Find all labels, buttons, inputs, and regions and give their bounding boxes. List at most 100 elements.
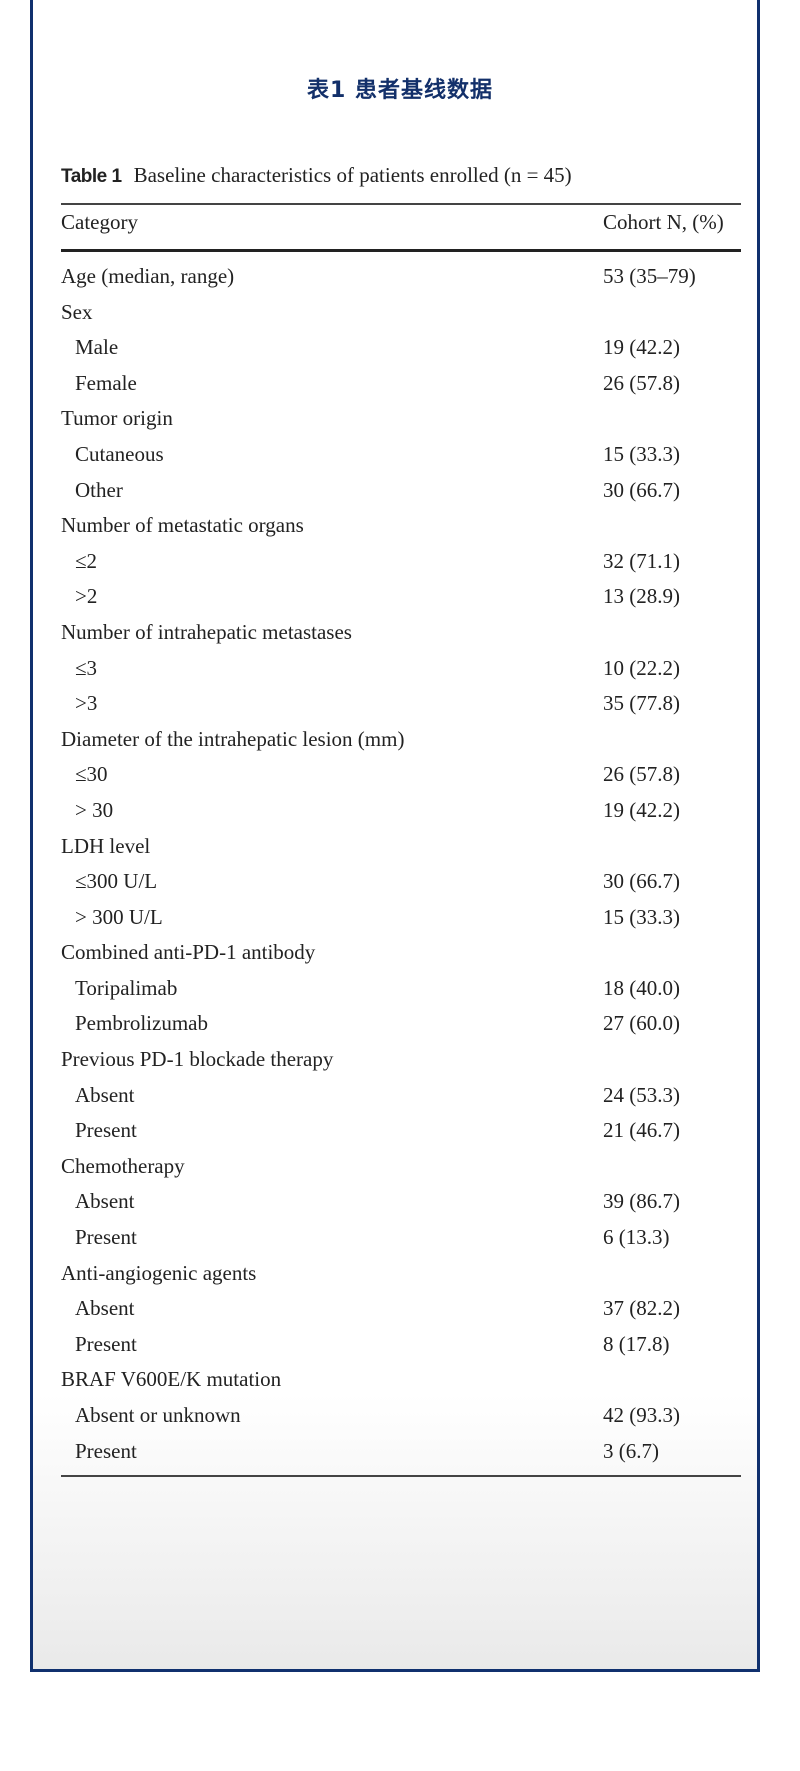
row-value: 26 (57.8) <box>603 370 680 395</box>
row-value: 24 (53.3) <box>603 1082 680 1107</box>
table-row: Absent 39 (86.7) <box>61 1186 741 1222</box>
row-value: 53 (35–79) <box>603 264 696 288</box>
row-value: 37 (82.2) <box>603 1296 680 1321</box>
table-row: > 30 19 (42.2) <box>61 795 741 831</box>
table-row: Age (median, range) 53 (35–79) <box>61 261 741 297</box>
row-category: Absent <box>75 1082 135 1107</box>
table-row: Absent or unknown 42 (93.3) <box>61 1400 741 1436</box>
table-row: Cutaneous 15 (33.3) <box>61 439 741 475</box>
row-category: Previous PD-1 blockade therapy <box>61 1047 334 1072</box>
row-category: ≤30 <box>75 762 108 787</box>
row-value: 15 (33.3) <box>603 441 680 466</box>
table-row: Number of intrahepatic metastases <box>61 617 741 653</box>
row-category: ≤3 <box>75 655 98 680</box>
row-category: Number of intrahepatic metastases <box>61 619 352 644</box>
row-value: 8 (17.8) <box>603 1331 670 1356</box>
table-row: LDH level <box>61 831 741 867</box>
row-category: Number of metastatic organs <box>61 513 304 538</box>
row-value: 39 (86.7) <box>603 1189 680 1214</box>
row-category: Chemotherapy <box>61 1153 185 1178</box>
table-bottom-rule <box>61 1475 741 1477</box>
table-header: Category Cohort N, (%) <box>61 210 741 246</box>
row-category: BRAF V600E/K mutation <box>61 1367 282 1392</box>
table-row: Tumor origin <box>61 403 741 439</box>
table-caption-text: Baseline characteristics of patients enr… <box>133 163 572 187</box>
column-header-category: Category <box>61 210 138 234</box>
row-category: Tumor origin <box>61 406 173 431</box>
table-row: Present 3 (6.7) <box>61 1436 741 1472</box>
table-row: Diameter of the intrahepatic lesion (mm) <box>61 724 741 760</box>
row-category: >3 <box>75 691 98 716</box>
row-value: 42 (93.3) <box>603 1403 680 1427</box>
row-category: Combined anti-PD-1 antibody <box>61 940 316 965</box>
row-value: 13 (28.9) <box>603 584 680 609</box>
table-body: Age (median, range) 53 (35–79) Sex Male 19 (… <box>61 261 741 1471</box>
table-caption: Table 1 Baseline characteristics of patie… <box>61 163 572 188</box>
row-value: 30 (66.7) <box>603 869 680 894</box>
row-value: 35 (77.8) <box>603 691 680 716</box>
row-category: > 300 U/L <box>75 904 163 929</box>
table-header-rule <box>61 249 741 252</box>
row-value: 32 (71.1) <box>603 548 680 573</box>
table-top-rule <box>61 203 741 205</box>
table-row: ≤30 26 (57.8) <box>61 759 741 795</box>
table-row: Anti-angiogenic agents <box>61 1258 741 1294</box>
row-category: Male <box>75 335 119 360</box>
page-title: 表1 患者基线数据 <box>307 78 493 103</box>
row-category: Age (median, range) <box>61 264 235 288</box>
row-value: 21 (46.7) <box>603 1118 680 1143</box>
table-row: Present 8 (17.8) <box>61 1329 741 1365</box>
row-category: LDH level <box>61 833 151 858</box>
row-category: Present <box>75 1331 137 1356</box>
table-row: >2 13 (28.9) <box>61 581 741 617</box>
row-category: Absent <box>75 1189 135 1214</box>
row-category: Female <box>75 370 137 395</box>
table-row: Chemotherapy <box>61 1151 741 1187</box>
table-row: Absent 24 (53.3) <box>61 1080 741 1116</box>
table-row: ≤3 10 (22.2) <box>61 653 741 689</box>
row-category: Absent or unknown <box>75 1403 241 1427</box>
row-value: 30 (66.7) <box>603 477 680 502</box>
table-row: Number of metastatic organs <box>61 510 741 546</box>
row-category: >2 <box>75 584 98 609</box>
row-category: Toripalimab <box>75 975 178 1000</box>
table-row: Present 21 (46.7) <box>61 1115 741 1151</box>
row-value: 10 (22.2) <box>603 655 680 680</box>
table-row: Toripalimab 18 (40.0) <box>61 973 741 1009</box>
table-row: Combined anti-PD-1 antibody <box>61 937 741 973</box>
table-row: Absent 37 (82.2) <box>61 1293 741 1329</box>
table-row: >3 35 (77.8) <box>61 688 741 724</box>
table-row: Previous PD-1 blockade therapy <box>61 1044 741 1080</box>
row-category: > 30 <box>75 797 114 822</box>
row-category: ≤300 U/L <box>75 869 158 894</box>
table-row: ≤300 U/L 30 (66.7) <box>61 866 741 902</box>
row-category: Diameter of the intrahepatic lesion (mm) <box>61 726 405 751</box>
row-category: Absent <box>75 1296 135 1321</box>
table-row: ≤2 32 (71.1) <box>61 546 741 582</box>
table-row: Sex <box>61 297 741 333</box>
row-category: Present <box>75 1118 137 1143</box>
table-row: Female 26 (57.8) <box>61 368 741 404</box>
row-category: Present <box>75 1225 137 1250</box>
row-value: 18 (40.0) <box>603 975 680 1000</box>
row-category: Sex <box>61 299 93 324</box>
content-frame <box>30 0 760 1672</box>
row-category: Pembrolizumab <box>75 1011 208 1036</box>
table-row: BRAF V600E/K mutation <box>61 1364 741 1400</box>
row-value: 26 (57.8) <box>603 762 680 787</box>
table-row: > 300 U/L 15 (33.3) <box>61 902 741 938</box>
row-value: 19 (42.2) <box>603 797 680 822</box>
row-category: Anti-angiogenic agents <box>61 1260 257 1285</box>
table-row: Present 6 (13.3) <box>61 1222 741 1258</box>
table-row: Male 19 (42.2) <box>61 332 741 368</box>
row-category: Other <box>75 477 123 502</box>
row-value: 15 (33.3) <box>603 904 680 929</box>
table-row: Other 30 (66.7) <box>61 475 741 511</box>
row-category: Present <box>75 1438 137 1463</box>
row-value: 6 (13.3) <box>603 1225 670 1250</box>
table-row: Pembrolizumab 27 (60.0) <box>61 1008 741 1044</box>
row-value: 27 (60.0) <box>603 1011 680 1036</box>
row-category: ≤2 <box>75 548 98 573</box>
row-value: 3 (6.7) <box>603 1438 659 1463</box>
row-value: 19 (42.2) <box>603 335 680 360</box>
